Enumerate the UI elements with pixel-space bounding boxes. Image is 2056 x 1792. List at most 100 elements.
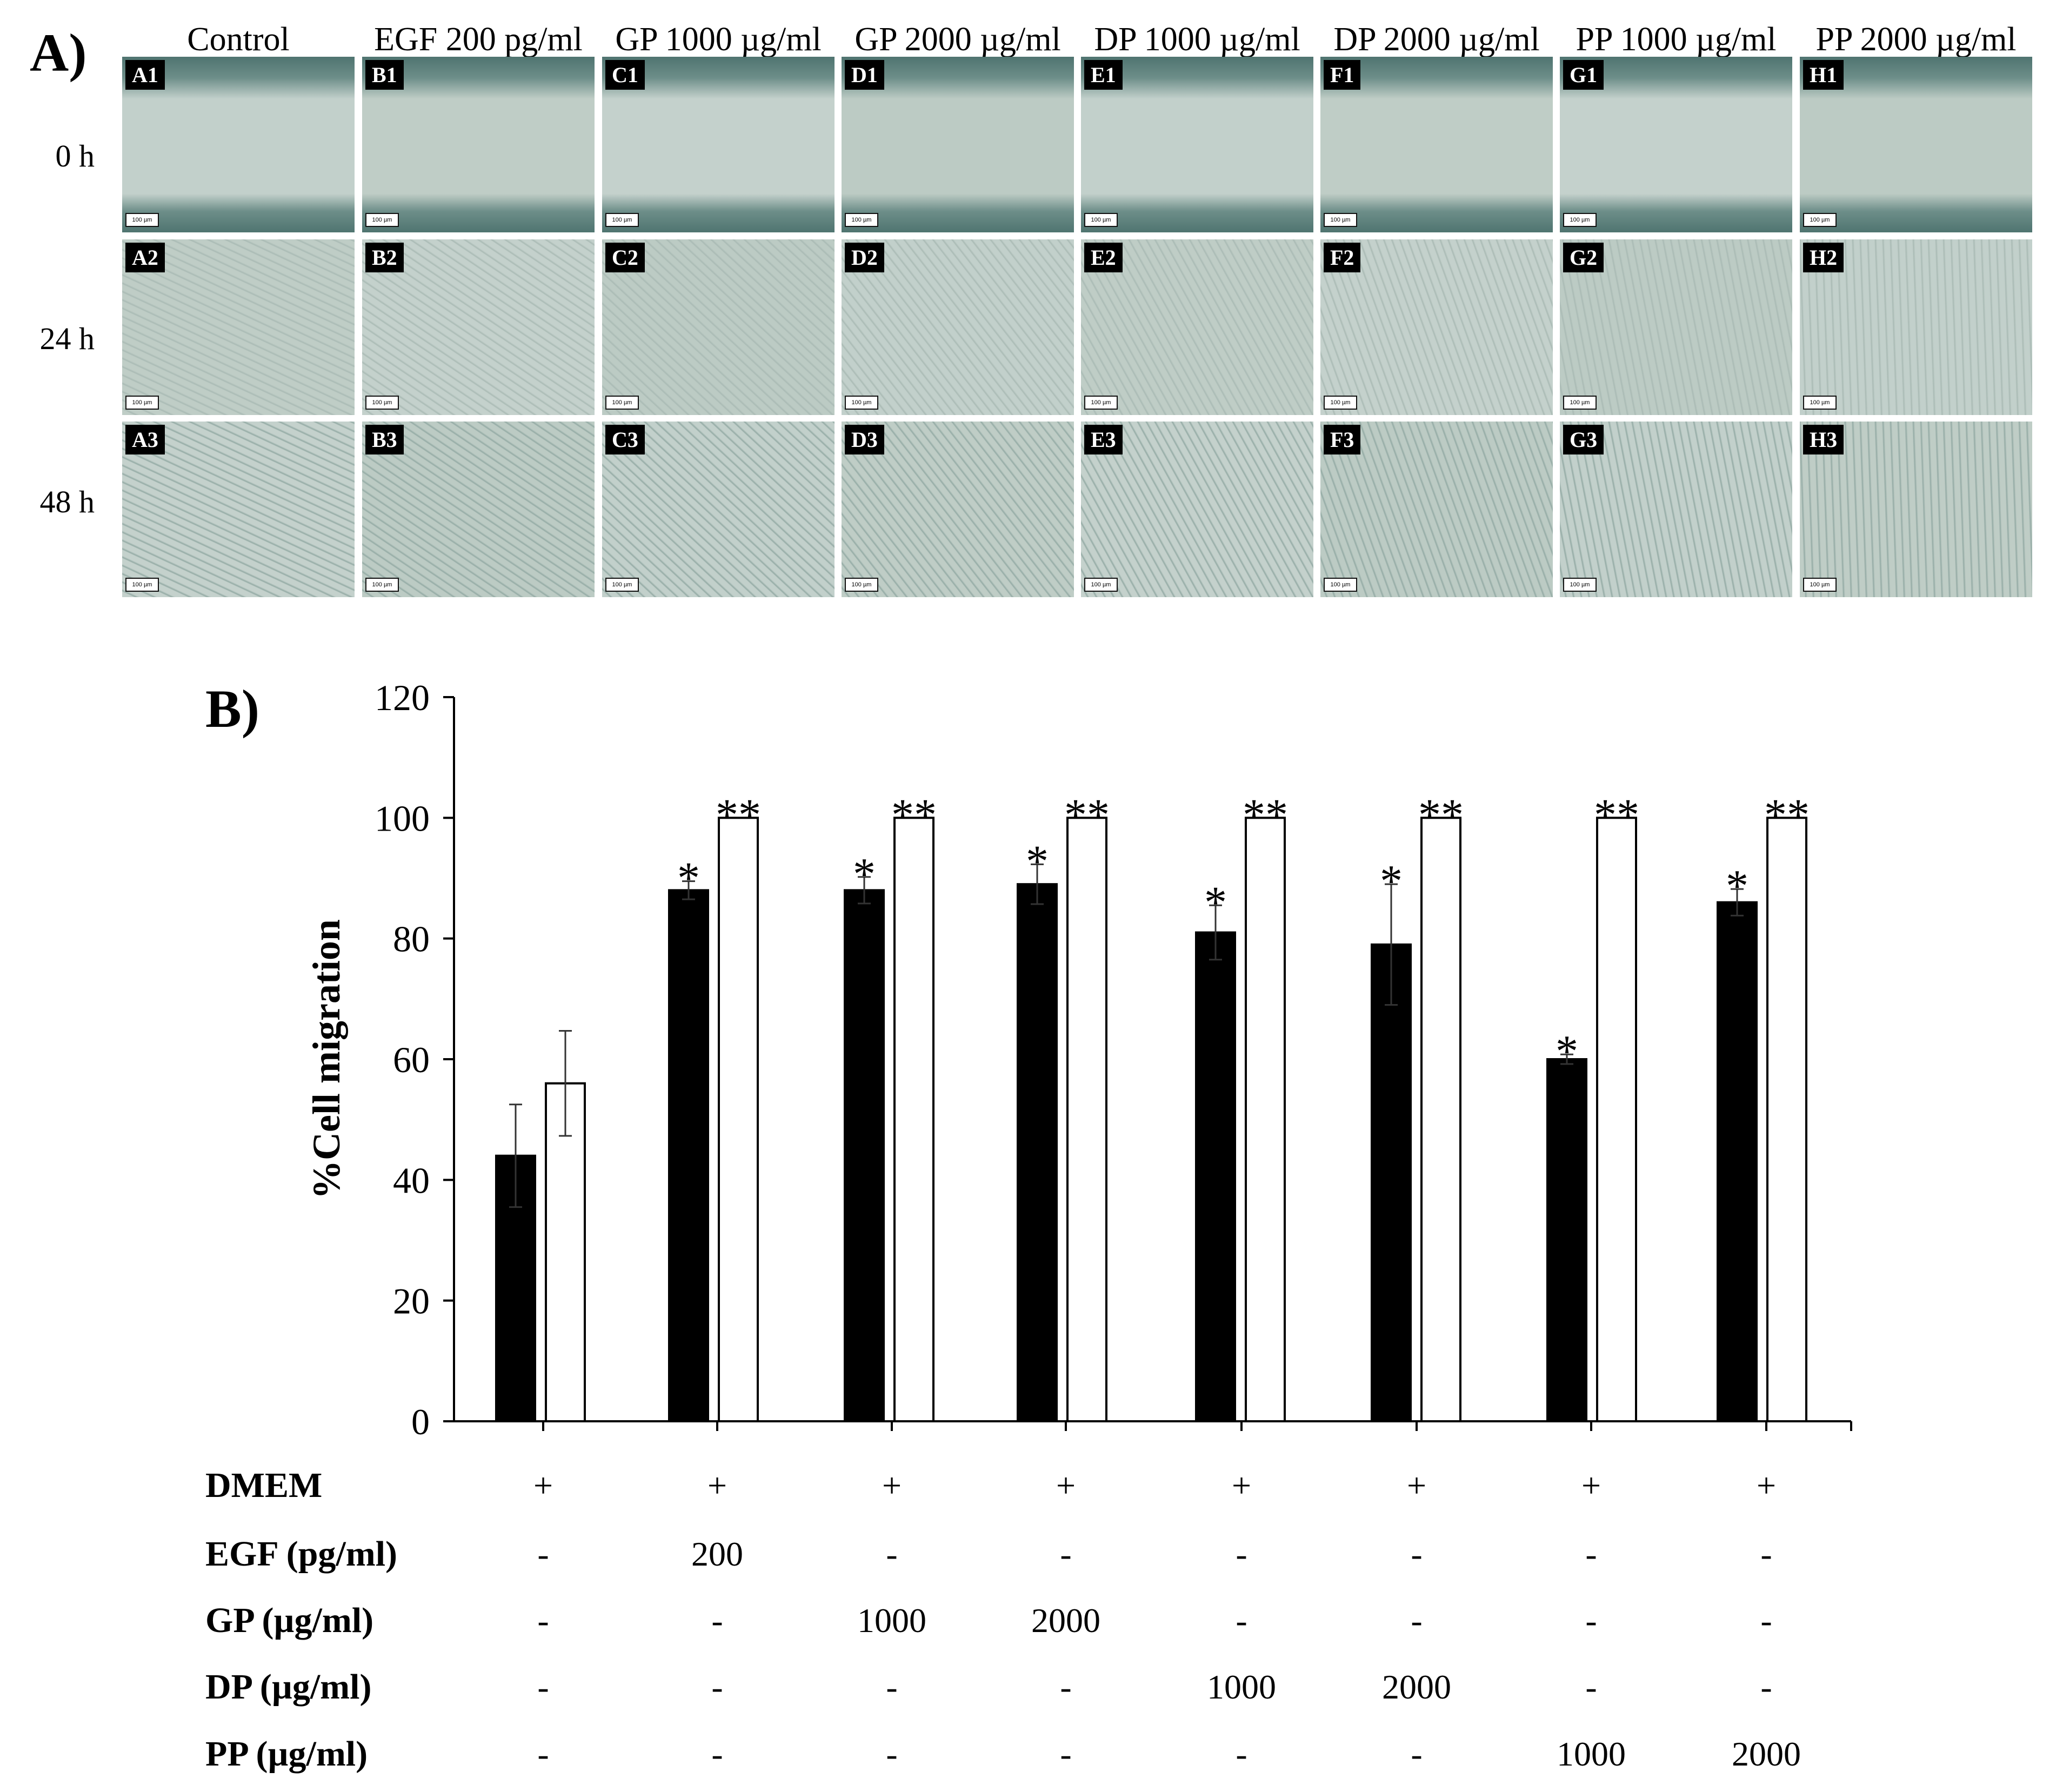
treatment-cell: -: [711, 1668, 723, 1706]
scale-bar: 100 µm: [1324, 396, 1357, 410]
y-tick-label: 0: [411, 1401, 430, 1442]
scale-bar: 100 µm: [125, 578, 159, 592]
treatment-cell: -: [1760, 1601, 1772, 1640]
treatment-cell: -: [1060, 1735, 1071, 1773]
treatment-row-label: GP (µg/ml): [205, 1601, 373, 1640]
significance-marker: *: [1380, 856, 1403, 906]
micrograph-tag: C2: [605, 243, 645, 272]
micrograph-grid: Control EGF 200 pg/ml GP 1000 µg/ml GP 2000…: [0, 0, 2056, 611]
treatment-cell: +: [1232, 1466, 1251, 1505]
scale-bar: 100 µm: [845, 213, 878, 227]
panel-a-label: A): [30, 23, 87, 83]
row-header: 24 h: [39, 321, 95, 356]
micrograph-image: A1 100 µm: [122, 57, 355, 232]
micrograph-image: E2 100 µm: [1081, 239, 1313, 415]
panel-b-label: B): [205, 679, 259, 739]
micrograph-tag: A2: [125, 243, 165, 272]
micrograph-tag: A3: [125, 425, 165, 454]
treatment-cell: -: [1760, 1535, 1772, 1573]
column-header: PP 1000 µg/ml: [1576, 21, 1777, 58]
row-header: 0 h: [55, 138, 95, 173]
treatment-cell: -: [1060, 1668, 1071, 1706]
scale-bar: 100 µm: [845, 396, 878, 410]
micrograph-image: B1 100 µm: [362, 57, 595, 232]
treatment-cell: -: [1411, 1535, 1422, 1573]
column-header: Control: [187, 21, 290, 58]
y-tick-label: 40: [393, 1160, 430, 1201]
column-header: PP 2000 µg/ml: [1815, 21, 2017, 58]
treatment-cell: -: [1236, 1735, 1247, 1773]
significance-marker: *: [1204, 877, 1227, 927]
column-header: DP 1000 µg/ml: [1094, 21, 1300, 58]
micrograph-tag: B3: [365, 425, 404, 454]
micrograph-tag: E1: [1084, 60, 1123, 90]
micrograph-tag: C3: [605, 425, 645, 454]
treatment-cell: +: [1757, 1466, 1776, 1505]
bar: [1717, 901, 1758, 1422]
treatment-cell: +: [533, 1466, 553, 1505]
treatment-cell: -: [1236, 1535, 1247, 1573]
bar: [668, 889, 709, 1422]
micrograph-tag: H2: [1803, 243, 1844, 272]
treatment-cell: -: [1585, 1668, 1597, 1706]
micrograph-tag: D1: [845, 60, 884, 90]
micrograph-image: G2 100 µm: [1560, 239, 1792, 415]
micrograph-image: G3 100 µm: [1560, 422, 1792, 597]
micrograph-image: D3 100 µm: [842, 422, 1074, 597]
scale-bar: 100 µm: [1324, 578, 1357, 592]
micrograph-tag: D2: [845, 243, 884, 272]
treatment-cell: +: [1056, 1466, 1076, 1505]
bar: [1371, 943, 1412, 1422]
treatment-cell: -: [1236, 1601, 1247, 1640]
column-header: DP 2000 µg/ml: [1333, 21, 1540, 58]
y-tick-label: 100: [375, 798, 430, 839]
micrograph-image: H3 100 µm: [1800, 422, 2032, 597]
treatment-row-label: DP (µg/ml): [205, 1667, 371, 1707]
bar: [844, 889, 885, 1422]
significance-marker: **: [1243, 790, 1288, 840]
treatment-cell: -: [886, 1668, 897, 1706]
treatment-cell: 200: [691, 1535, 743, 1573]
micrograph-tag: F1: [1324, 60, 1361, 90]
row-header: 48 h: [39, 484, 95, 519]
treatment-cell: -: [1411, 1601, 1422, 1640]
micrograph-image: D2 100 µm: [842, 239, 1074, 415]
treatment-cell: -: [537, 1668, 549, 1706]
treatment-row-label: EGF (pg/ml): [205, 1534, 397, 1574]
scale-bar: 100 µm: [605, 396, 639, 410]
micrograph-image: H2 100 µm: [1800, 239, 2032, 415]
significance-marker: *: [1026, 836, 1049, 886]
column-header: GP 2000 µg/ml: [855, 21, 1061, 58]
micrograph-tag: G3: [1563, 425, 1604, 454]
scale-bar: 100 µm: [1084, 578, 1118, 592]
treatment-cell: 1000: [1207, 1668, 1276, 1706]
significance-marker: **: [1418, 790, 1464, 840]
treatment-cell: -: [1060, 1535, 1071, 1573]
treatment-cell: 2000: [1732, 1735, 1801, 1773]
bar: [1596, 817, 1637, 1422]
scale-bar: 100 µm: [125, 213, 159, 227]
micrograph-tag: B1: [365, 60, 404, 90]
bar: [1546, 1058, 1587, 1422]
treatment-cell: -: [1411, 1735, 1422, 1773]
significance-marker: *: [853, 849, 876, 899]
column-header: EGF 200 pg/ml: [374, 21, 583, 58]
treatment-cell: 1000: [857, 1601, 926, 1640]
significance-marker: *: [1556, 1026, 1578, 1076]
micrograph-image: F2 100 µm: [1320, 239, 1553, 415]
bar: [893, 817, 934, 1422]
y-tick-label: 60: [393, 1039, 430, 1080]
treatment-cell: -: [711, 1735, 723, 1773]
significance-marker: **: [891, 790, 937, 840]
treatment-cell: 2000: [1382, 1668, 1451, 1706]
micrograph-tag: E2: [1084, 243, 1123, 272]
micrograph-image: A2 100 µm: [122, 239, 355, 415]
micrograph-tag: H1: [1803, 60, 1844, 90]
treatment-row-label: PP (µg/ml): [205, 1734, 368, 1774]
scale-bar: 100 µm: [1563, 396, 1597, 410]
micrograph-image: F3 100 µm: [1320, 422, 1553, 597]
micrograph-image: C1 100 µm: [602, 57, 835, 232]
y-axis-label: %Cell migration: [305, 919, 348, 1199]
treatment-cell: +: [882, 1466, 902, 1505]
